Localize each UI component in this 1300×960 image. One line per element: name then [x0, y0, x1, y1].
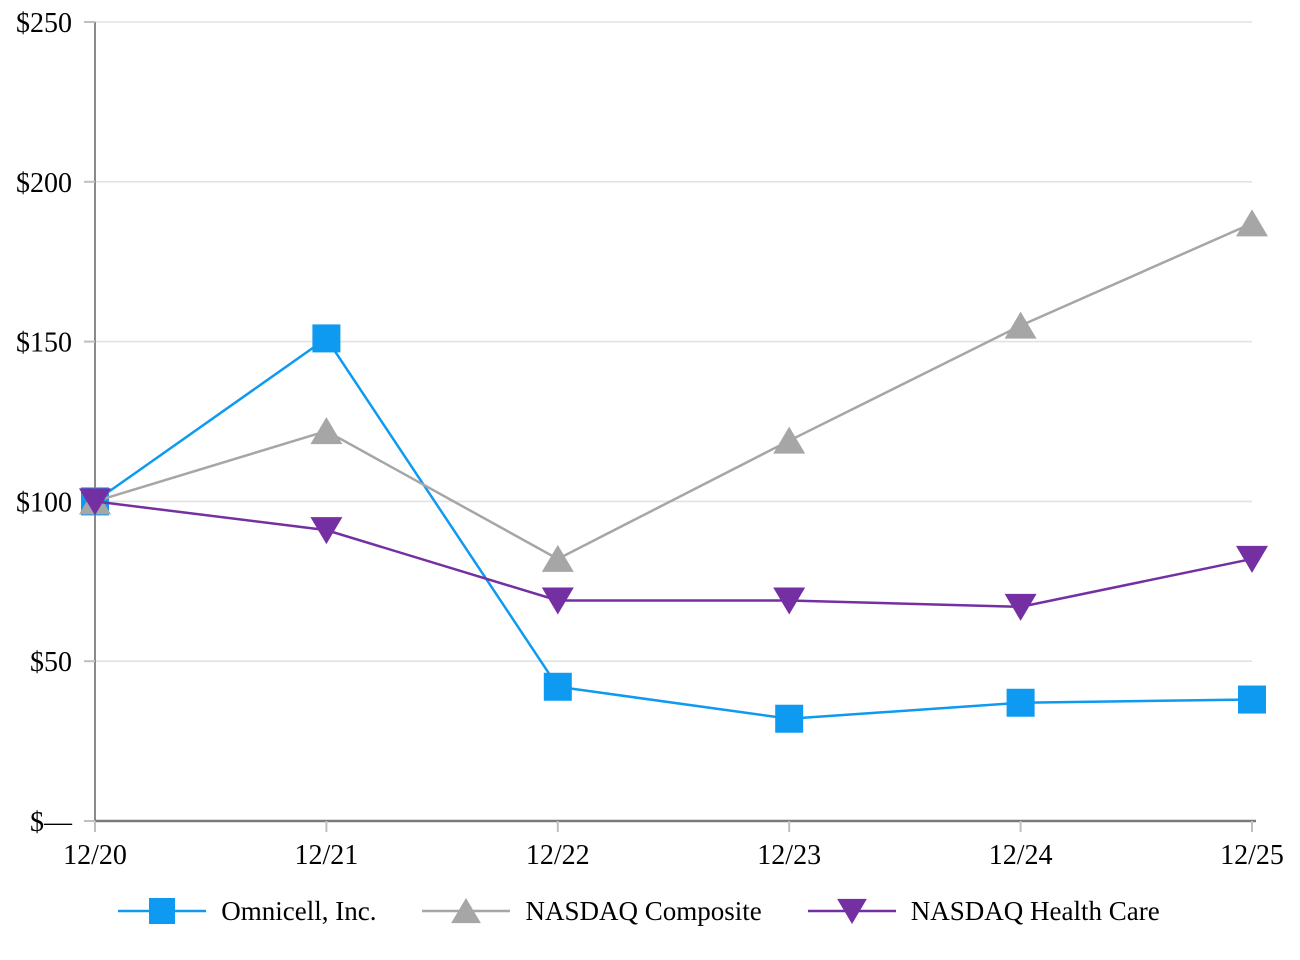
legend-label-nasdaq-health-care: NASDAQ Health Care	[910, 895, 1160, 926]
gridlines	[95, 21, 1252, 663]
square-marker	[775, 704, 804, 733]
x-axis-tick-label: 12/22	[526, 840, 590, 871]
triangle-down-marker	[773, 587, 806, 615]
y-axis-tick-label: $100	[16, 487, 72, 518]
square-marker	[149, 897, 176, 925]
x-axis-tick-label: 12/25	[1220, 840, 1284, 871]
y-axis-tick-label: $50	[30, 647, 72, 678]
x-axis-tick-label: 12/21	[295, 840, 359, 871]
legend-item-nasdaq-composite: NASDAQ Composite	[418, 894, 762, 928]
triangle-down-marker	[836, 898, 867, 925]
legend-marker	[451, 897, 482, 924]
series-line	[94, 500, 1253, 609]
omnicell-square-marker-icon	[118, 897, 207, 925]
legend-label-nasdaq-composite: NASDAQ Composite	[525, 895, 762, 926]
triangle-down-marker	[79, 488, 111, 516]
legend-label-omnicell: Omnicell, Inc.	[221, 895, 377, 926]
triangle-down-marker	[541, 587, 574, 615]
y-axis-tick-label: $150	[16, 328, 72, 359]
legend-marker	[836, 898, 867, 925]
triangle-down-marker	[310, 517, 343, 545]
nasdaq-composite-triangle-marker-icon	[422, 897, 511, 924]
series-nasdaq-health-care	[79, 488, 1268, 621]
triangle-up-marker	[541, 544, 574, 572]
triangle-up-marker	[773, 426, 806, 454]
series-nasdaq-composite	[79, 209, 1268, 572]
y-axis-tick-label: $250	[16, 8, 72, 39]
square-marker	[1006, 688, 1035, 717]
y-axis-tick-label: $200	[16, 168, 72, 199]
square-marker	[1238, 685, 1266, 714]
triangle-down-marker	[1236, 545, 1268, 573]
axis-labels: $250 $200 $150 $100 $50 $—12/20 12/21 12/22 12/2…	[16, 8, 1284, 871]
legend-item-nasdaq-health-care: NASDAQ Health Care	[804, 894, 1160, 928]
legend-item-omnicell: Omnicell, Inc.	[114, 894, 376, 928]
triangle-up-marker	[451, 897, 482, 924]
legend-marker	[149, 897, 176, 925]
series-line	[94, 336, 1253, 720]
y-axis-tick-label: $—	[30, 807, 73, 838]
triangle-down-marker	[1004, 593, 1037, 621]
chart-legend: Omnicell, Inc. NASDAQ Composite NASDAQ H…	[0, 894, 1300, 928]
x-axis-tick-label: 12/20	[63, 840, 127, 871]
nasdaq-health-care-triangle-marker-icon	[807, 898, 896, 925]
x-axis-tick-label: 12/23	[757, 840, 821, 871]
series-line	[94, 222, 1253, 561]
axis-ticks	[84, 21, 1253, 832]
square-marker	[543, 672, 572, 701]
x-axis-tick-label: 12/24	[989, 840, 1053, 871]
triangle-up-marker	[1004, 311, 1037, 339]
series-omnicell-inc-	[81, 324, 1266, 733]
square-marker	[312, 324, 341, 353]
triangle-up-marker	[1236, 209, 1268, 237]
triangle-up-marker	[310, 417, 343, 445]
